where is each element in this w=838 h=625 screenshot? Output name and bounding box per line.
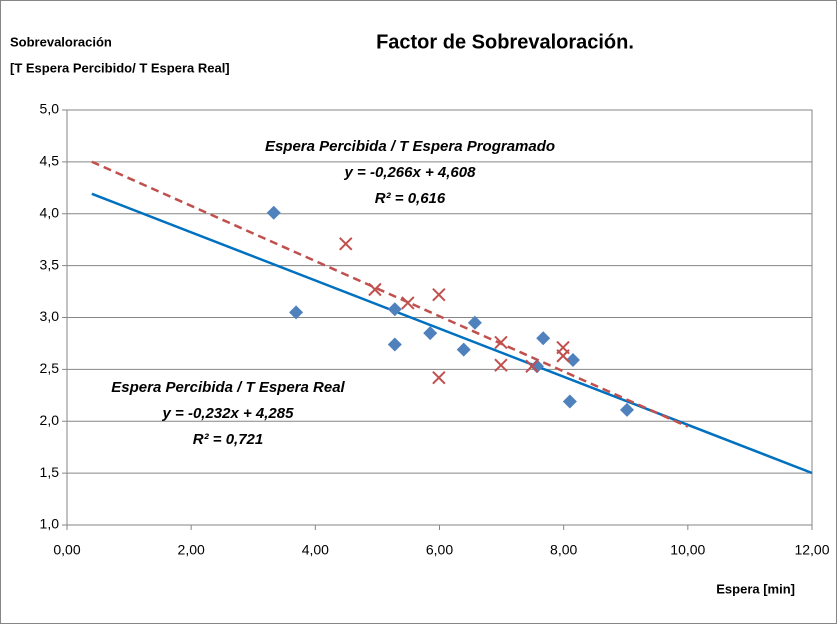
trendline-annotation: Espera Percibida / T Espera Real (111, 379, 345, 396)
trendline-annotation: y = -0,232x + 4,285 (162, 405, 295, 422)
plot-area (66, 109, 813, 526)
trendline-annotation: Espera Percibida / T Espera Programado (265, 138, 555, 155)
trendline (91, 192, 813, 475)
trendline-annotation: y = -0,266x + 4,608 (344, 164, 477, 181)
chart-title: Factor de Sobrevaloración. (376, 31, 634, 53)
data-point (432, 287, 446, 302)
data-point (467, 315, 482, 330)
x-tick-label: 6,00 (426, 542, 453, 558)
data-point (536, 331, 551, 346)
y-tick-label: 4,5 (40, 153, 60, 169)
x-tick-label: 0,00 (53, 542, 80, 558)
data-point (387, 302, 402, 317)
data-point (289, 305, 304, 320)
data-point (494, 358, 508, 372)
y-tick-label: 5,0 (40, 101, 60, 117)
x-axis-label: Espera [min] (716, 581, 795, 596)
x-tick-label: 10,00 (670, 542, 705, 558)
y-tick-label: 2,5 (40, 360, 60, 376)
y-axis-label: [T Espera Percibido/ T Espera Real] (10, 60, 230, 75)
data-point (619, 402, 634, 417)
data-point (556, 349, 570, 363)
y-tick-label: 3,5 (40, 256, 60, 272)
y-axis-label: Sobrevaloración (10, 34, 112, 49)
trendline-annotation: R² = 0,616 (375, 190, 446, 207)
data-point (565, 353, 580, 368)
x-tick-label: 8,00 (550, 542, 577, 558)
y-tick-label: 1,0 (40, 516, 60, 532)
y-tick-label: 4,0 (40, 204, 60, 220)
x-tick-label: 2,00 (178, 542, 205, 558)
x-tick-label: 4,00 (302, 542, 329, 558)
data-point (432, 370, 446, 385)
data-point (456, 342, 471, 357)
data-point (266, 205, 281, 220)
y-tick-label: 3,0 (40, 308, 60, 324)
trendline-annotation: R² = 0,721 (193, 431, 263, 448)
data-point (525, 359, 539, 373)
trendline (91, 160, 689, 428)
data-point (529, 359, 544, 374)
y-tick-label: 2,0 (40, 412, 60, 428)
data-point (368, 282, 382, 297)
data-point (387, 337, 402, 352)
data-point (401, 296, 415, 310)
data-point (494, 335, 508, 350)
data-point (562, 394, 577, 409)
x-tick-label: 12,00 (794, 542, 829, 558)
y-tick-label: 1,5 (40, 464, 60, 480)
data-point (339, 237, 353, 251)
data-point (423, 326, 438, 341)
